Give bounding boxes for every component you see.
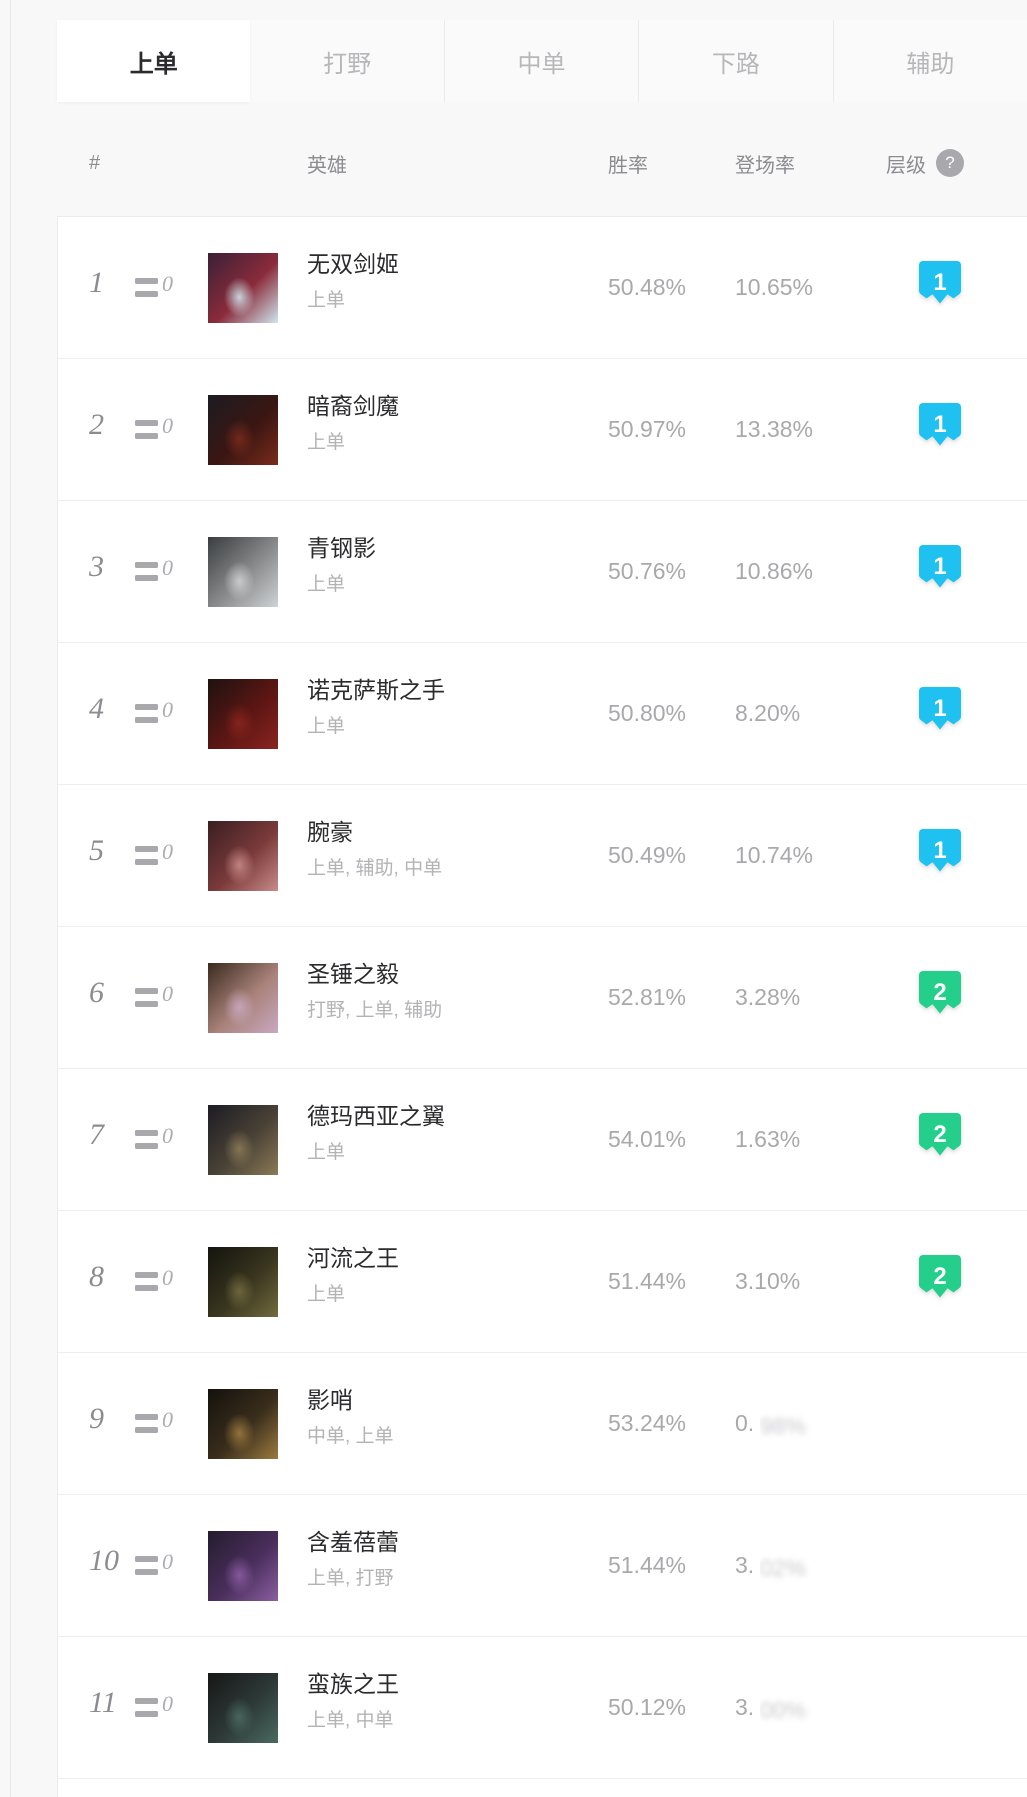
svg-text:2: 2 bbox=[933, 1121, 946, 1148]
svg-text:1: 1 bbox=[933, 837, 946, 864]
svg-text:1: 1 bbox=[933, 553, 946, 580]
svg-text:2: 2 bbox=[933, 1263, 946, 1290]
svg-text:1: 1 bbox=[933, 695, 946, 722]
svg-text:1: 1 bbox=[933, 411, 946, 438]
svg-text:1: 1 bbox=[933, 269, 946, 296]
svg-text:2: 2 bbox=[933, 979, 946, 1006]
